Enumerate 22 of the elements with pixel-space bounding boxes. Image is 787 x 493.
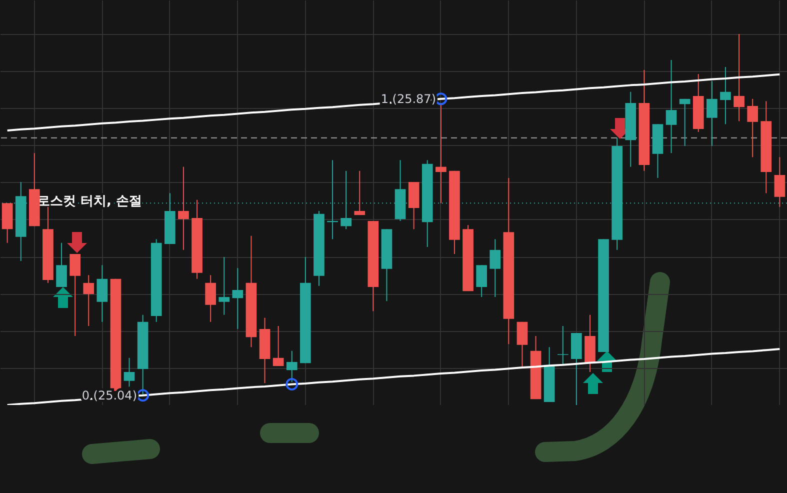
candlestick (666, 59, 677, 154)
candlestick (83, 274, 94, 326)
candlestick (516, 321, 528, 368)
candlestick (747, 98, 758, 158)
candlestick (272, 325, 284, 367)
candlestick (70, 253, 80, 336)
candlestick (56, 242, 67, 288)
candlestick (679, 98, 690, 147)
candlestick (476, 264, 487, 298)
candlestick (205, 274, 216, 322)
candlestick (218, 256, 230, 316)
candlestick (490, 238, 501, 298)
candlestick (124, 357, 135, 388)
candlestick (96, 264, 108, 322)
candlestick (720, 66, 731, 125)
candlestick (557, 325, 568, 366)
candlestick (774, 156, 786, 208)
candlestick (706, 80, 718, 147)
candlestick (232, 268, 244, 330)
candlestick (178, 166, 189, 250)
candlestick (354, 170, 366, 216)
candlestick (734, 33, 744, 122)
